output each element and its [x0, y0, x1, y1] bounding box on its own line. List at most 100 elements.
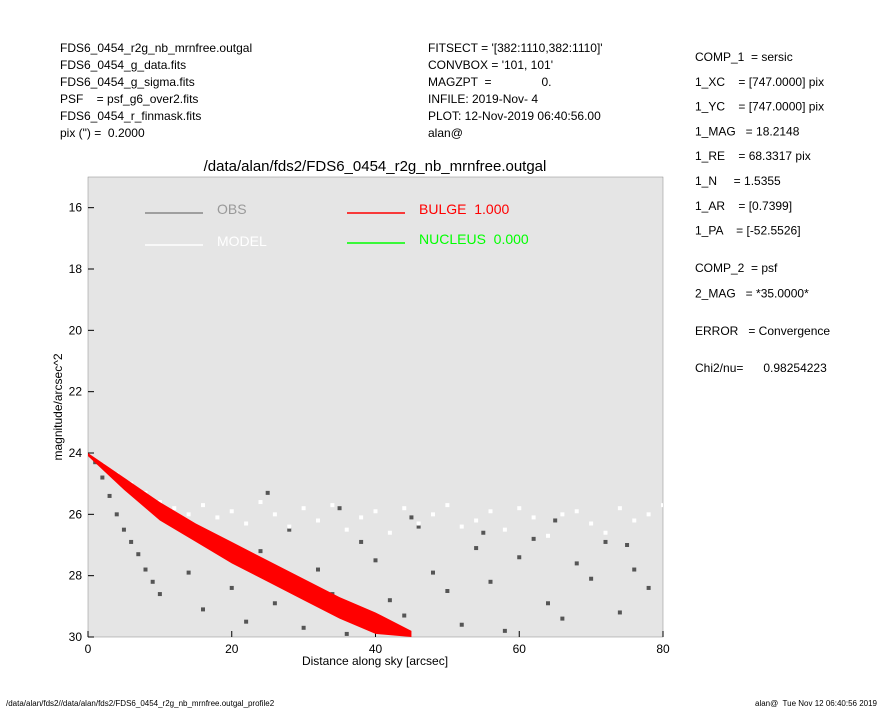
point: [617, 610, 622, 615]
header-line: MAGZPT = 0.: [428, 75, 551, 89]
y-tick-label: 22: [69, 385, 83, 399]
header-line: 1_MAG = 18.2148: [695, 124, 800, 138]
point: [517, 506, 522, 511]
point: [301, 506, 306, 511]
header-line: FDS6_0454_g_sigma.fits: [60, 75, 195, 89]
point: [186, 512, 191, 517]
point: [661, 503, 663, 508]
x-tick-label: 60: [513, 642, 527, 656]
point: [373, 509, 378, 514]
point: [481, 530, 486, 535]
point: [625, 543, 630, 547]
y-tick-label: 28: [69, 569, 83, 583]
x-tick-label: 20: [225, 642, 239, 656]
point: [488, 579, 493, 584]
header-line: COMP_1 = sersic: [695, 50, 793, 64]
point: [632, 518, 637, 523]
point: [488, 509, 493, 514]
header-line: Chi2/nu= 0.98254223: [695, 361, 827, 375]
point: [603, 530, 608, 535]
header-line: FDS6_0454_g_data.fits: [60, 58, 186, 72]
point: [186, 570, 191, 575]
point: [301, 625, 306, 630]
point: [229, 509, 234, 514]
header-line: INFILE: 2019-Nov- 4: [428, 92, 538, 106]
header-line: 2_MAG = *35.0000*: [695, 287, 809, 301]
point: [316, 567, 320, 572]
footer-right: alan@ Tue Nov 12 06:40:56 2019: [755, 699, 878, 708]
point: [143, 567, 148, 572]
point: [201, 607, 205, 612]
y-tick-label: 24: [69, 446, 83, 460]
point: [431, 570, 435, 575]
x-tick-label: 40: [369, 642, 383, 656]
point: [445, 503, 450, 508]
point: [553, 518, 558, 523]
model-band: [88, 453, 412, 637]
point: [172, 506, 177, 511]
header-line: 1_XC = [747.0000] pix: [695, 75, 824, 89]
y-tick-label: 18: [69, 262, 83, 276]
y-tick-label: 16: [69, 201, 83, 215]
point: [107, 493, 112, 498]
point: [272, 512, 277, 517]
point: [265, 490, 270, 495]
point: [136, 552, 141, 557]
y-tick-label: 26: [69, 507, 83, 521]
point: [215, 515, 220, 520]
plot-area: [87, 176, 664, 638]
point: [646, 512, 651, 517]
y-axis-label: magnitude/arcsec^2: [51, 353, 65, 460]
chart-title: /data/alan/fds2/FDS6_0454_r2g_nb_mrnfree…: [204, 158, 547, 175]
header-line: 1_PA = [-52.5526]: [695, 224, 801, 238]
x-axis-label: Distance along sky [arcsec]: [302, 654, 448, 668]
point: [531, 515, 536, 520]
header-line: 1_AR = [0.7399]: [695, 199, 792, 213]
point: [459, 524, 464, 529]
footer-left: /data/alan/fds2//data/alan/fds2/FDS6_045…: [6, 699, 275, 708]
point: [474, 518, 479, 523]
point: [150, 579, 155, 584]
point: [431, 512, 435, 517]
point: [646, 585, 651, 590]
point: [416, 521, 421, 526]
legend-label: BULGE 1.000: [419, 201, 509, 217]
point: [402, 613, 407, 618]
point: [258, 549, 263, 554]
point: [258, 500, 263, 505]
header-line: 1_N = 1.5355: [695, 174, 781, 188]
point: [474, 546, 479, 551]
point: [445, 589, 450, 593]
point: [316, 518, 320, 523]
point: [157, 592, 162, 597]
legend-label: NUCLEUS 0.000: [419, 231, 529, 247]
point: [330, 503, 335, 508]
point: [560, 616, 565, 621]
point: [387, 598, 392, 603]
legend-label: MODEL: [217, 233, 267, 249]
point: [409, 515, 414, 520]
point: [416, 524, 421, 529]
x-tick-label: 0: [85, 642, 92, 656]
point: [546, 533, 550, 538]
point: [201, 503, 205, 508]
header-line: pix (") = 0.2000: [60, 126, 145, 140]
point: [121, 527, 126, 532]
point: [459, 622, 464, 627]
point: [359, 515, 364, 520]
point: [387, 530, 392, 535]
header-line: 1_RE = 68.3317 pix: [695, 149, 811, 163]
header-line: FDS6_0454_r_finmask.fits: [60, 109, 201, 123]
point: [344, 631, 349, 636]
point: [287, 524, 292, 529]
point: [100, 475, 105, 480]
header-line: alan@: [428, 126, 463, 140]
point: [114, 512, 119, 517]
point: [337, 506, 342, 511]
point: [359, 539, 364, 544]
point: [344, 527, 349, 532]
point: [402, 506, 407, 511]
header-line: FITSECT = '[382:1110,382:1110]': [428, 41, 603, 55]
point: [502, 628, 507, 633]
